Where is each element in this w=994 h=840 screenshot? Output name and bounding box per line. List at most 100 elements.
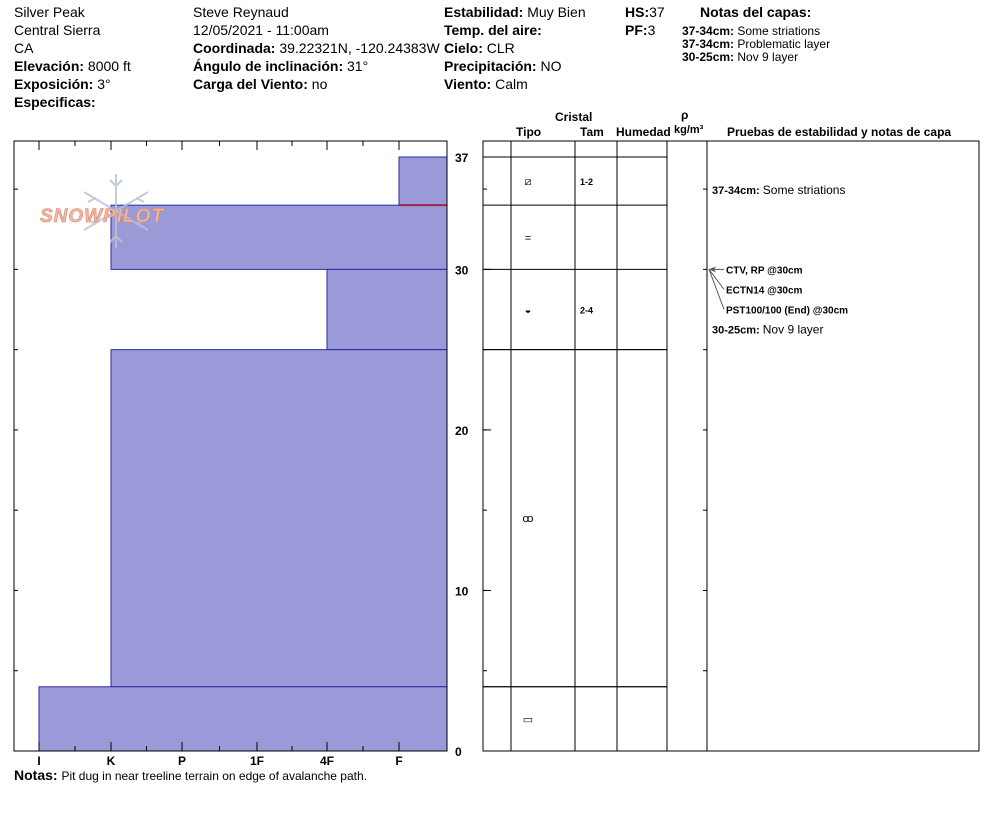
stability-test-label: ECTN14 @30cm [726, 285, 803, 296]
precip-label: Precipitación: [444, 58, 537, 74]
depth-tick-label: 20 [455, 424, 469, 438]
specifics-label: Especificas: [14, 94, 96, 110]
grain-type-symbol: ◒ [525, 305, 532, 317]
layer-note: 37-34cm: Problematic layer [682, 37, 830, 51]
coordinate-value: 39.22321N, -120.24383W [279, 40, 440, 56]
hardness-tick-label: 4F [320, 754, 334, 768]
grain-type-symbol: ▭ [523, 714, 533, 726]
elevation-row: Elevación: 8000 ft [14, 57, 131, 75]
coordinate-row: Coordinada: 39.22321N, -120.24383W [193, 39, 440, 57]
col-header-rho: ρ [681, 108, 689, 122]
precip-value: NO [540, 58, 562, 74]
hardness-layer-bar [398, 156, 448, 206]
hs-label: HS: [625, 4, 650, 20]
slope-label: Ángulo de inclinación: [193, 58, 344, 74]
grain-type-symbol: = [525, 232, 531, 244]
grain-size-label: 2-4 [580, 306, 593, 316]
slope-row: Ángulo de inclinación: 31° [193, 57, 368, 75]
snowpilot-logo: SNOWPILOT [40, 172, 200, 252]
layer-note-text: Problematic layer [737, 37, 831, 51]
profile-note-range: 37-34cm: [712, 185, 763, 197]
pf-value: 3 [647, 22, 656, 38]
profile-note-text: Some striations [763, 183, 846, 197]
layer-note-range: 37-34cm: [682, 24, 735, 38]
depth-tick-label: 30 [455, 263, 469, 277]
hardness-layer-bar [110, 349, 448, 688]
notes-label: Notas: [14, 767, 58, 783]
layer-note-range: 30-25cm: [682, 50, 735, 64]
hs-value: 37 [649, 4, 665, 20]
grain-type-symbol: ꝏ [522, 513, 533, 525]
aspect-value: 3° [97, 76, 111, 92]
profile-note: 30-25cm: Nov 9 layer [712, 322, 823, 336]
depth-tick-label: 37 [455, 151, 469, 165]
grain-type-symbol: ⧄ [525, 176, 532, 188]
test-leader-line [708, 269, 725, 310]
depth-tick-label: 0 [455, 745, 462, 759]
col-header-tam: Tam [580, 125, 604, 139]
observation-datetime: 12/05/2021 - 11:00am [193, 22, 329, 38]
layer-table-frame [482, 140, 980, 752]
wind-row: Viento: Calm [444, 75, 528, 93]
coordinate-label: Coordinada: [193, 40, 276, 56]
col-header-tipo: Tipo [516, 125, 542, 139]
stability-test-label: PST100/100 (End) @30cm [726, 305, 848, 316]
wind-label: Viento: [444, 76, 492, 92]
location-name: Silver Peak [14, 4, 85, 20]
hardness-layer-bar [326, 268, 448, 351]
profile-note-text: Nov 9 layer [763, 322, 824, 336]
sky-value: CLR [486, 40, 515, 56]
windload-value: no [311, 76, 328, 92]
hardness-tick-label: I [37, 754, 40, 768]
col-header-humedad: Humedad [616, 125, 671, 139]
slope-value: 31° [347, 58, 369, 74]
col-header-cristal: Cristal [555, 110, 593, 124]
range-name: Central Sierra [14, 22, 101, 38]
grain-size-label: 1-2 [580, 177, 593, 187]
aspect-row: Exposición: 3° [14, 75, 111, 93]
hardness-layer-bar [110, 204, 448, 270]
hardness-tick-label: F [395, 754, 402, 768]
stability-value: Muy Bien [527, 4, 586, 20]
elevation-value: 8000 ft [87, 58, 131, 74]
snow-profile-chart: I K P 1F 4F F 37 30 20 10 0 ⧄ 1-2 = ◒ 2-4 ꝏ ▭ CTV, RP @30c… [13, 140, 980, 768]
windload-row: Carga del Viento: no [193, 75, 327, 93]
elevation-label: Elevación: [14, 58, 85, 74]
observer-name: Steve Reynaud [193, 4, 289, 20]
layer-note-range: 37-34cm: [682, 37, 735, 51]
col-header-tests: Pruebas de estabilidad y notas de capa [727, 125, 952, 139]
layer-note-text: Some striations [737, 24, 821, 38]
profile-note: 37-34cm: Some striations [712, 183, 845, 197]
sky-row: Cielo: CLR [444, 39, 515, 57]
hs-row: HS:37 [625, 3, 665, 21]
airtemp-label: Temp. del aire: [444, 22, 542, 38]
snowflake-icon [83, 174, 149, 248]
notes-text: Pit dug in near treeline terrain on edge… [61, 769, 367, 783]
hardness-tick-label: P [178, 754, 186, 768]
layer-note: 37-34cm: Some striations [682, 24, 820, 38]
stability-label: Estabilidad: [444, 4, 524, 20]
sky-label: Cielo: [444, 40, 483, 56]
windload-label: Carga del Viento: [193, 76, 308, 92]
layer-notes-title: Notas del capas: [700, 4, 812, 20]
pf-row: PF:3 [625, 21, 655, 39]
aspect-label: Exposición: [14, 76, 94, 92]
logo-text: SNOWPILOT [40, 206, 165, 228]
test-arrow-icon [709, 266, 716, 273]
hardness-tick-label: K [107, 754, 116, 768]
stability-row: Estabilidad: Muy Bien [444, 3, 586, 21]
layer-note: 30-25cm: Nov 9 layer [682, 50, 798, 64]
layer-note-text: Nov 9 layer [737, 50, 799, 64]
state-name: CA [14, 40, 34, 56]
pf-label: PF: [625, 22, 648, 38]
col-header-density-unit: kg/m³ [674, 124, 704, 136]
hardness-tick-label: 1F [250, 754, 264, 768]
hardness-layer-bar [38, 686, 448, 752]
footer-notes: Notas: Pit dug in near treeline terrain … [14, 766, 367, 784]
precip-row: Precipitación: NO [444, 57, 561, 75]
wind-value: Calm [495, 76, 528, 92]
depth-tick-label: 10 [455, 584, 469, 598]
profile-note-range: 30-25cm: [712, 324, 763, 336]
test-leader-line [708, 269, 725, 290]
stability-test-label: CTV, RP @30cm [726, 265, 803, 276]
